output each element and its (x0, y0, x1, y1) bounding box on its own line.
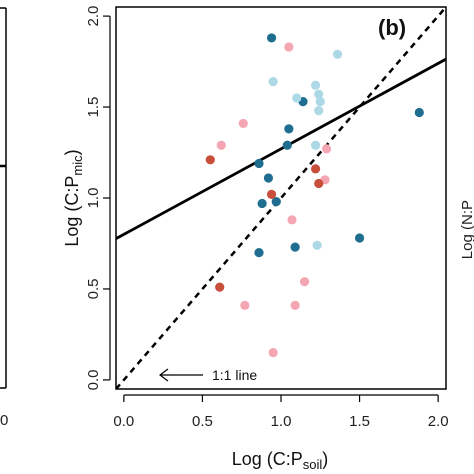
data-point (257, 198, 267, 209)
y-tick-label: 0.5 (85, 279, 102, 300)
x-tick-label: 2.0 (428, 413, 449, 430)
data-point (284, 42, 294, 52)
data-point (312, 240, 322, 250)
y-tick-label: 1.5 (85, 97, 102, 118)
data-point (287, 215, 297, 225)
data-point (290, 300, 300, 310)
x-axis-title-close: ) (322, 449, 328, 469)
data-point (240, 300, 250, 310)
regression-line (116, 57, 446, 240)
data-point (216, 140, 226, 150)
plot-frame (115, 6, 447, 390)
data-point (263, 173, 274, 183)
y-axis-title-main: Log (C:P (62, 176, 82, 247)
y-axis: 0.0 0.5 1.0 1.5 2.0 (85, 6, 111, 390)
data-point (215, 282, 225, 292)
data-point (271, 197, 281, 207)
data-point (268, 76, 278, 87)
x-axis-title: Log (C:Psoil) (232, 449, 329, 472)
annotation-arrow-head (159, 368, 169, 382)
data-point (310, 80, 321, 90)
y-axis-title: Log (C:Pmic) (62, 149, 85, 246)
right-panel-fragment: Log (N:P (459, 200, 474, 259)
data-point (292, 93, 302, 103)
data-point (310, 140, 321, 150)
data-point (310, 164, 321, 174)
panel-label: (b) (378, 15, 406, 40)
x-tick-label: 1.5 (349, 413, 370, 430)
data-point (254, 158, 264, 169)
data-point (282, 140, 292, 150)
data-point (354, 233, 365, 243)
data-point (315, 96, 325, 107)
plot-area (116, 7, 446, 389)
data-point (290, 242, 300, 252)
identity-line-annotation: 1:1 line (159, 367, 257, 383)
left-panel-tick-label: 0 (0, 412, 8, 429)
data-point (314, 106, 324, 116)
data-point (321, 144, 332, 154)
data-point (299, 277, 310, 287)
x-tick-label: 0.0 (113, 413, 134, 430)
y-axis-title-close: ) (62, 149, 82, 155)
data-point (266, 33, 277, 43)
data-point (314, 178, 324, 189)
x-axis-title-main: Log (C:P (232, 449, 303, 469)
x-axis-title-sub: soil (303, 457, 323, 472)
left-panel-fragment: 0 (0, 7, 8, 429)
series-red (205, 155, 324, 292)
series-light-blue (268, 49, 343, 250)
data-point (314, 89, 324, 99)
x-tick-label: 1.0 (271, 413, 292, 430)
y-axis-title-sub: mic (70, 155, 85, 176)
series-pink (216, 42, 332, 358)
data-point (268, 348, 278, 358)
x-tick-label: 0.5 (192, 413, 213, 430)
data-point (414, 107, 424, 118)
data-point (266, 189, 277, 199)
annotation-label: 1:1 line (212, 367, 257, 383)
y-tick-label: 2.0 (85, 6, 102, 27)
series-dark-blue (254, 33, 424, 258)
y-tick-label: 1.0 (85, 188, 102, 209)
right-panel-ylabel: Log (N:P (459, 200, 474, 259)
data-point (332, 49, 343, 59)
data-point (254, 247, 264, 258)
y-tick-label: 0.0 (85, 369, 102, 390)
data-point (238, 118, 248, 129)
data-point (284, 124, 294, 134)
x-axis: 0.0 0.5 1.0 1.5 2.0 (113, 394, 449, 430)
identity-line (116, 7, 446, 389)
data-point (205, 155, 215, 165)
